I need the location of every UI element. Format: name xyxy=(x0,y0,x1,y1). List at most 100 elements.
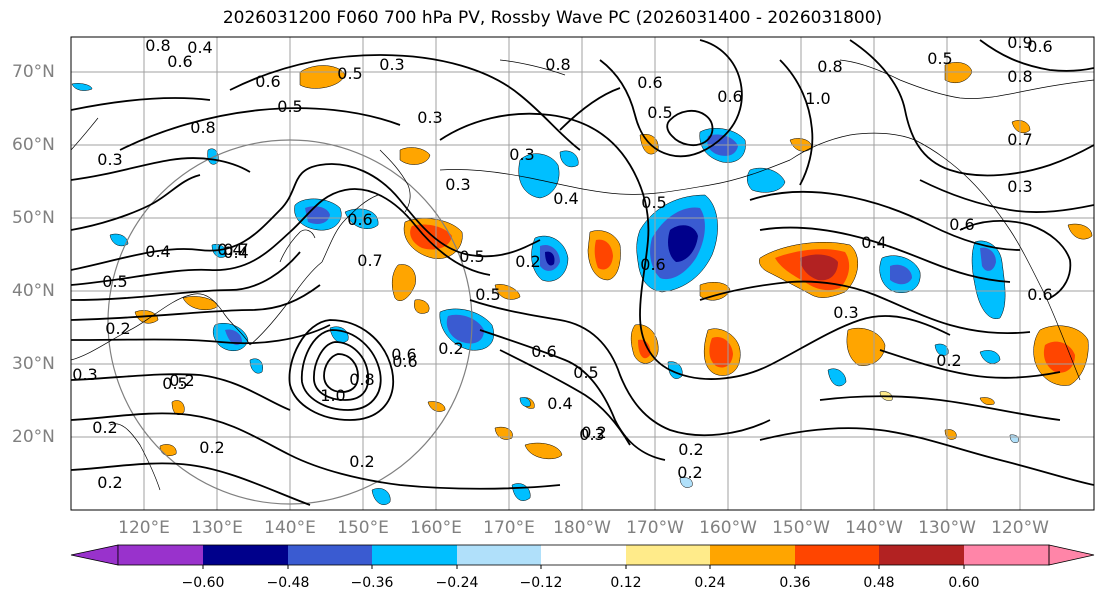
map-title: 2026031200 F060 700 hPa PV, Rossby Wave … xyxy=(222,8,883,28)
lon-label-160w: 160°W xyxy=(699,518,757,538)
colorbar-tick-label: −0.48 xyxy=(266,575,310,591)
contour-label: 0.5 xyxy=(573,363,598,382)
contour-label: 0.3 xyxy=(97,150,122,169)
contour-label: 0.6 xyxy=(640,255,665,274)
pv-contours xyxy=(71,39,1094,506)
contour-label: 0.3 xyxy=(1007,177,1032,196)
lon-label-130w: 130°W xyxy=(918,518,976,538)
contour-label: 0.4 xyxy=(223,243,248,262)
contour-label: 0.5 xyxy=(927,49,952,68)
contour-label: 0.4 xyxy=(553,189,578,208)
coastlines xyxy=(71,59,1094,491)
contour-label: 0.3 xyxy=(833,303,858,322)
colorbar-segment xyxy=(288,545,372,565)
lat-label-60n: 60°N xyxy=(12,135,55,155)
contour-label: 0.5 xyxy=(277,97,302,116)
contour-label: 0.6 xyxy=(167,52,192,71)
contour-label: 0.6 xyxy=(637,73,662,92)
contour-label: 0.3 xyxy=(72,365,97,384)
colorbar-segment xyxy=(710,545,795,565)
contour-label: 0.5 xyxy=(647,103,672,122)
contour-label: 0.2 xyxy=(92,418,117,437)
lon-label-140e: 140°E xyxy=(264,518,316,538)
lon-label-160e: 160°E xyxy=(410,518,462,538)
lat-label-50n: 50°N xyxy=(12,208,55,228)
contour-label: 0.6 xyxy=(1027,37,1052,56)
colorbar-segment xyxy=(203,545,288,565)
colorbar-tick-label: −0.24 xyxy=(435,575,479,591)
contour-label: 0.8 xyxy=(349,370,374,389)
lat-label-40n: 40°N xyxy=(12,281,55,301)
contour-label: 0.8 xyxy=(1007,67,1032,86)
contour-label: 0.2 xyxy=(581,423,606,442)
colorbar-tick-label: 0.48 xyxy=(863,575,895,591)
contour-label: 0.3 xyxy=(417,108,442,127)
contour-label: 0.3 xyxy=(579,425,604,444)
colorbar-tick-label: −0.60 xyxy=(181,575,225,591)
lon-label-130e: 130°E xyxy=(191,518,243,538)
contour-label: 0.2 xyxy=(97,473,122,492)
lat-label-70n: 70°N xyxy=(12,62,55,82)
colorbar-tick-label: 0.24 xyxy=(694,575,726,591)
contour-label: 0.8 xyxy=(145,36,170,55)
contour-label: 0.7 xyxy=(357,251,382,270)
lat-lon-grid xyxy=(71,37,1094,510)
contour-label: 0.4 xyxy=(861,233,886,252)
contour-label: 0.6 xyxy=(391,345,416,364)
colorbar-tick-label: −0.36 xyxy=(350,575,394,591)
contour-label: 0.2 xyxy=(349,452,374,471)
contour-label: 0.2 xyxy=(105,319,130,338)
contour-label: 0.4 xyxy=(145,242,170,261)
colorbar-segment xyxy=(118,545,203,565)
contour-label: 0.6 xyxy=(531,342,556,361)
contour-label: 0.2 xyxy=(199,438,224,457)
contour-label: 0.4 xyxy=(217,240,242,259)
contour-label: 0.8 xyxy=(190,118,215,137)
contour-label: 0.5 xyxy=(337,64,362,83)
contour-label: 0.2 xyxy=(169,371,194,390)
lon-label-180w: 180°W xyxy=(553,518,611,538)
contour-label: 0.6 xyxy=(347,210,372,229)
colorbar-tick-label: 0.60 xyxy=(948,575,980,591)
lon-label-150e: 150°E xyxy=(337,518,389,538)
contour-label: 0.6 xyxy=(1027,285,1052,304)
lon-label-140w: 140°W xyxy=(845,518,903,538)
contour-label: 0.6 xyxy=(392,352,417,371)
contour-label: 0.8 xyxy=(817,57,842,76)
contour-label: 0.6 xyxy=(255,72,280,91)
colorbar-segment xyxy=(457,545,541,565)
contour-label: 0.4 xyxy=(187,38,212,57)
lon-label-120e: 120°E xyxy=(118,518,170,538)
contour-label: 0.2 xyxy=(438,339,463,358)
contour-label: 0.7 xyxy=(1007,130,1032,149)
lon-label-170w: 170°W xyxy=(626,518,684,538)
contour-label: 0.5 xyxy=(102,272,127,291)
contour-label: 0.9 xyxy=(1007,33,1032,52)
lon-label-150w: 150°W xyxy=(772,518,830,538)
contour-label: 0.2 xyxy=(515,252,540,271)
lon-label-120w: 120°W xyxy=(991,518,1049,538)
colorbar-segment xyxy=(879,545,964,565)
contour-label: 0.5 xyxy=(162,374,187,393)
lat-label-20n: 20°N xyxy=(12,427,55,447)
colorbar-tick-label: 0.12 xyxy=(610,575,642,591)
contour-label: 0.3 xyxy=(509,145,534,164)
lon-label-170e: 170°E xyxy=(483,518,535,538)
contour-label: 0.4 xyxy=(547,394,572,413)
colorbar-frame xyxy=(117,544,1050,566)
contour-label: 0.3 xyxy=(445,175,470,194)
contour-label: 0.8 xyxy=(545,55,570,74)
range-circle xyxy=(107,139,473,505)
contour-label: 0.5 xyxy=(475,285,500,304)
colorbar-segment xyxy=(541,545,626,565)
colorbar-segment xyxy=(626,545,710,565)
contour-label: 0.2 xyxy=(678,440,703,459)
plot-frame xyxy=(70,36,1095,511)
colorbar xyxy=(70,544,1095,569)
colorbar-segment xyxy=(795,545,879,565)
colorbar-low-extend xyxy=(70,544,119,566)
contour-label: 0.7 xyxy=(223,240,248,259)
colorbar-segment xyxy=(964,545,1049,565)
colorbar-high-extend xyxy=(1048,544,1095,566)
